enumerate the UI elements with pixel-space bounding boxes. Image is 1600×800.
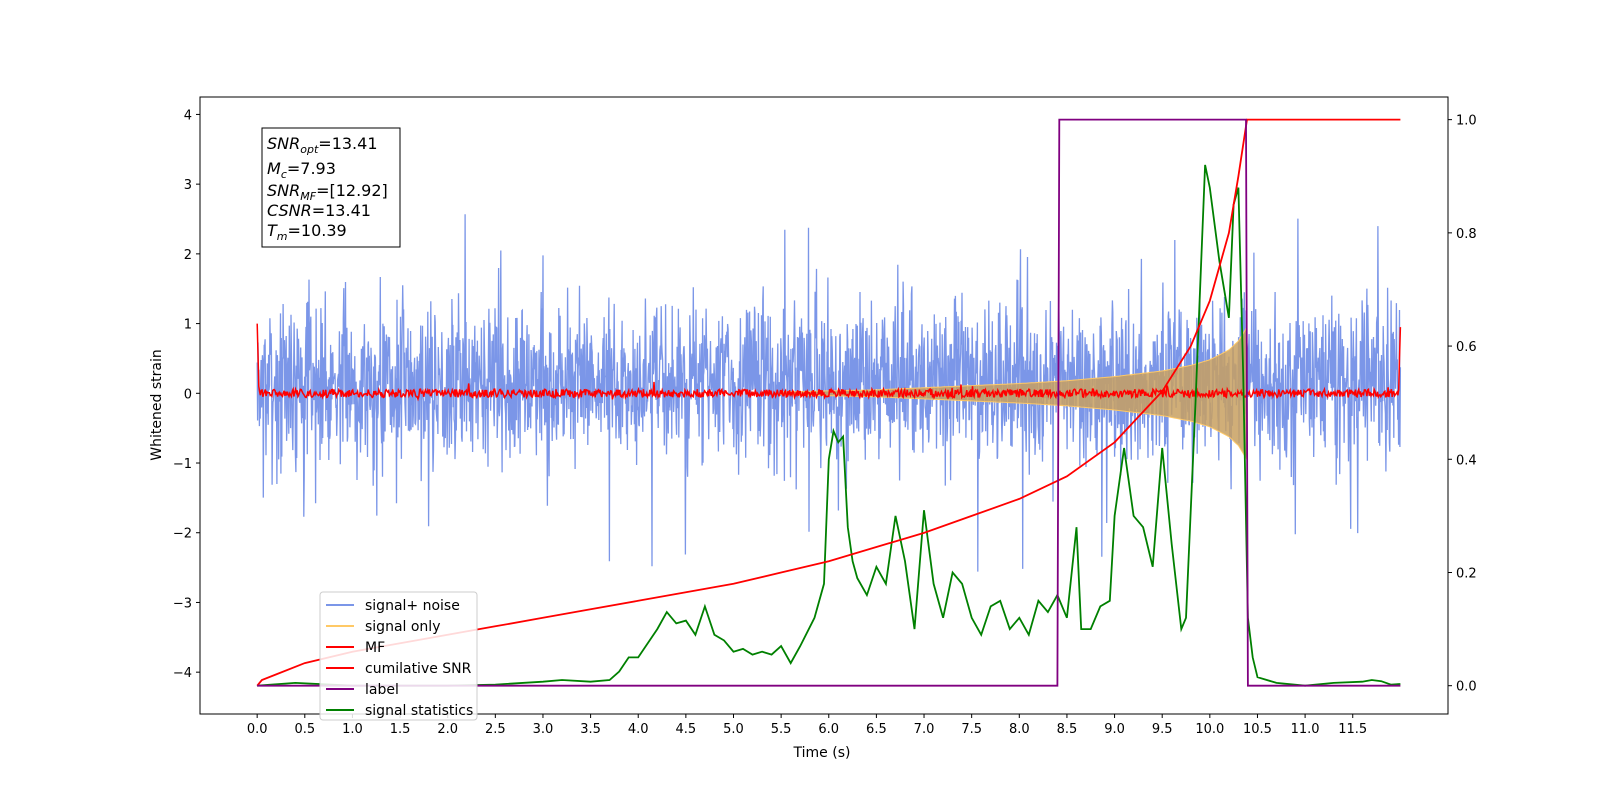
y-tick-label: −1 [173,457,192,472]
y2-tick-label: 0.0 [1456,680,1477,695]
y2-tick-label: 0.8 [1456,227,1477,242]
annotation-frame [261,127,401,248]
y-tick-label: 4 [184,108,192,123]
legend-label: MF [365,640,385,656]
y-tick-label: 2 [184,248,192,263]
x-tick-label: 4.0 [628,722,649,737]
legend-label: signal statistics [365,703,473,719]
x-tick-label: 3.5 [580,722,601,737]
y2-tick-label: 0.2 [1456,566,1477,581]
legend-label: signal only [365,619,440,635]
y2-tick-label: 0.4 [1456,453,1477,468]
annotation-csnr: CSNR=13.41 [267,201,371,220]
signal-statistics-series [257,164,1401,687]
x-tick-label: 6.0 [818,722,839,737]
annotation-snr-mf: SNRMF=[12.92] [267,181,388,203]
y-axis-right: 1.0 0.8 0.6 0.4 0.2 0.0 [1448,114,1477,695]
x-tick-label: 2.5 [485,722,506,737]
plot-area [256,118,1402,687]
label-line [257,118,1401,687]
x-tick-label: 9.0 [1104,722,1125,737]
x-tick-label: 5.0 [723,722,744,737]
x-tick-label: 8.0 [1009,722,1030,737]
annotation-box: SNRopt=13.41 Mc=7.93 SNRMF=[12.92] CSNR=… [261,127,401,248]
y-tick-label: −2 [173,527,192,542]
legend-label: label [365,682,399,698]
x-axis: 0.0 0.5 1.0 1.5 2.0 2.5 3.0 3.5 4.0 4.5 5.0 5.5 6.0 6… [247,714,1367,737]
y-axis-left: 4 3 2 1 0 −1 −2 −3 −4 [173,108,200,681]
x-tick-label: 0.0 [247,722,268,737]
legend-label: signal+ noise [365,598,460,614]
y-axis-label: Whitened strain [149,349,165,460]
x-tick-label: 10.0 [1195,722,1224,737]
x-tick-label: 9.5 [1152,722,1173,737]
y-tick-label: 1 [184,318,192,333]
plot-frame [199,96,1449,715]
x-tick-label: 7.0 [914,722,935,737]
x-tick-label: 1.0 [342,722,363,737]
annotation-tm: Tm=10.39 [267,221,347,243]
x-tick-label: 11.5 [1338,722,1367,737]
x-tick-label: 1.5 [390,722,411,737]
annotation-snr-opt: SNRopt=13.41 [267,134,378,156]
x-tick-label: 10.5 [1243,722,1272,737]
x-tick-label: 5.5 [771,722,792,737]
x-tick-label: 0.5 [294,722,315,737]
x-tick-label: 4.5 [676,722,697,737]
x-tick-label: 2.0 [437,722,458,737]
x-tick-label: 6.5 [866,722,887,737]
y-tick-label: −3 [173,596,192,611]
mf-series [256,323,1402,402]
x-tick-label: 11.0 [1291,722,1320,737]
y-tick-label: 0 [184,387,192,402]
y2-tick-label: 0.6 [1456,340,1477,355]
x-tick-label: 3.0 [533,722,554,737]
legend: signal+ noise signal only MF cumilative SNR… [319,591,478,721]
y-tick-label: 3 [184,178,192,193]
label-series [257,118,1401,687]
y2-tick-label: 1.0 [1456,114,1477,129]
legend-frame [319,591,478,721]
annotation-mc: Mc=7.93 [267,159,336,181]
x-axis-label: Time (s) [793,745,851,761]
x-tick-label: 8.5 [1057,722,1078,737]
signal-statistics-line [257,164,1401,687]
legend-label: cumilative SNR [365,661,472,677]
x-tick-label: 7.5 [961,722,982,737]
y-tick-label: −4 [173,666,192,681]
mf-line [256,323,1402,402]
